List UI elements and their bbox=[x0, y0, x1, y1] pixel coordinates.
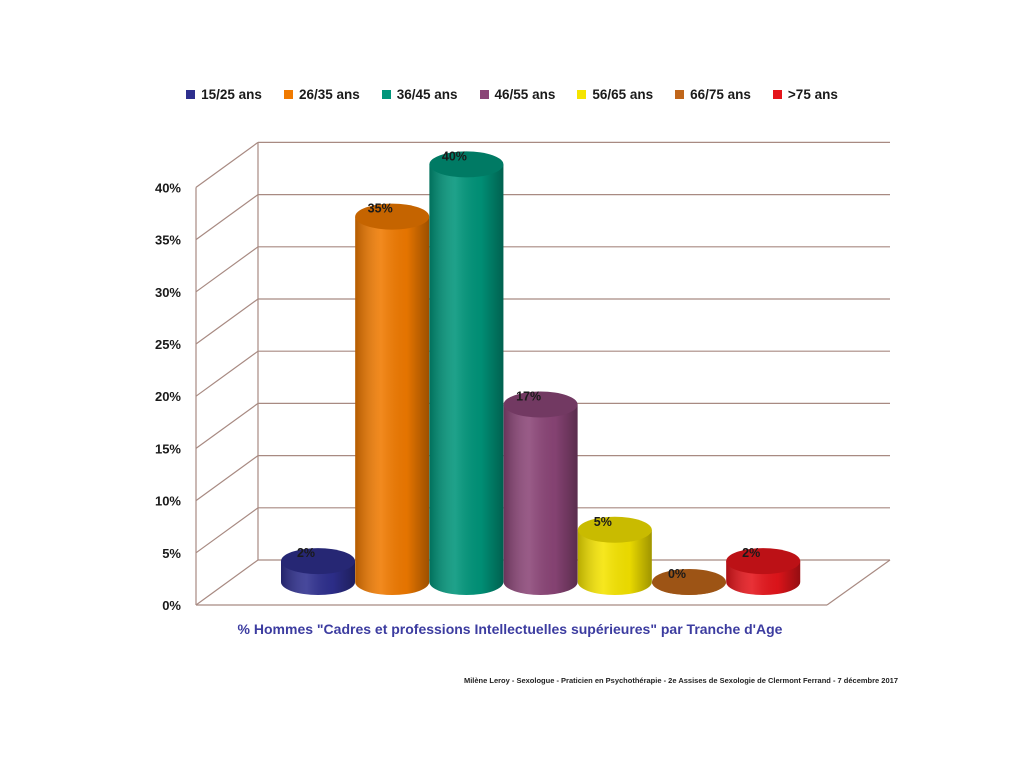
legend-label: 46/55 ans bbox=[494, 86, 556, 102]
legend-label: 26/35 ans bbox=[298, 86, 360, 102]
y-axis-ticks: 0% 5% 10% 15% 20% 25% 30% 35% 40% bbox=[155, 180, 181, 613]
legend-item: 46/55 ans bbox=[479, 84, 556, 104]
bar-1 bbox=[281, 548, 355, 595]
legend-swatch bbox=[186, 89, 196, 99]
y-tick-label: 40% bbox=[155, 180, 181, 195]
legend-swatch bbox=[675, 89, 685, 99]
bar-2 bbox=[355, 203, 430, 596]
legend-label: 36/45 ans bbox=[396, 86, 458, 102]
x-axis-label: % Hommes "Cadres et professions Intellec… bbox=[237, 621, 783, 637]
bar-3 bbox=[429, 151, 504, 596]
data-label: 2% bbox=[742, 546, 760, 560]
data-label: 35% bbox=[368, 202, 393, 216]
bar-7 bbox=[726, 548, 801, 596]
legend-swatch bbox=[381, 89, 391, 99]
y-tick-label: 30% bbox=[155, 285, 181, 300]
y-tick-label: 15% bbox=[155, 441, 181, 456]
chart-legend: 15/25 ans 26/35 ans 36/45 ans 46/55 ans 56/6… bbox=[0, 84, 1024, 104]
legend-label: 56/65 ans bbox=[592, 86, 654, 102]
legend-swatch bbox=[479, 89, 489, 99]
footer-credit: Milène Leroy - Sexologue - Praticien en … bbox=[463, 676, 898, 685]
legend-label: >75 ans bbox=[787, 86, 838, 102]
legend-label: 66/75 ans bbox=[690, 86, 751, 102]
chart-bars bbox=[281, 151, 801, 596]
legend-item: >75 ans bbox=[772, 84, 838, 104]
legend-swatch bbox=[772, 89, 782, 99]
data-label: 0% bbox=[668, 567, 686, 581]
legend-item: 56/65 ans bbox=[577, 84, 653, 104]
bar-6 bbox=[652, 569, 726, 595]
y-tick-label: 25% bbox=[155, 337, 181, 352]
data-labels: 2% 35% 40% 17% 5% 0% 2% bbox=[297, 149, 760, 581]
legend-item: 26/35 ans bbox=[283, 84, 360, 104]
legend-item: 15/25 ans bbox=[186, 84, 262, 104]
bar-5 bbox=[577, 516, 652, 596]
legend-swatch bbox=[577, 89, 587, 99]
legend-label: 15/25 ans bbox=[201, 86, 262, 102]
bar-4 bbox=[503, 391, 578, 595]
data-label: 5% bbox=[594, 515, 612, 529]
y-tick-label: 5% bbox=[162, 546, 181, 561]
y-tick-label: 20% bbox=[155, 389, 181, 404]
data-label: 2% bbox=[297, 546, 315, 560]
data-label: 17% bbox=[516, 390, 541, 404]
legend-item: 36/45 ans bbox=[381, 84, 458, 104]
legend-swatch bbox=[283, 89, 293, 99]
legend-item: 66/75 ans bbox=[675, 84, 751, 104]
data-label: 40% bbox=[442, 149, 467, 163]
y-tick-label: 35% bbox=[155, 233, 181, 248]
y-tick-label: 0% bbox=[162, 598, 181, 613]
y-tick-label: 10% bbox=[155, 494, 181, 509]
